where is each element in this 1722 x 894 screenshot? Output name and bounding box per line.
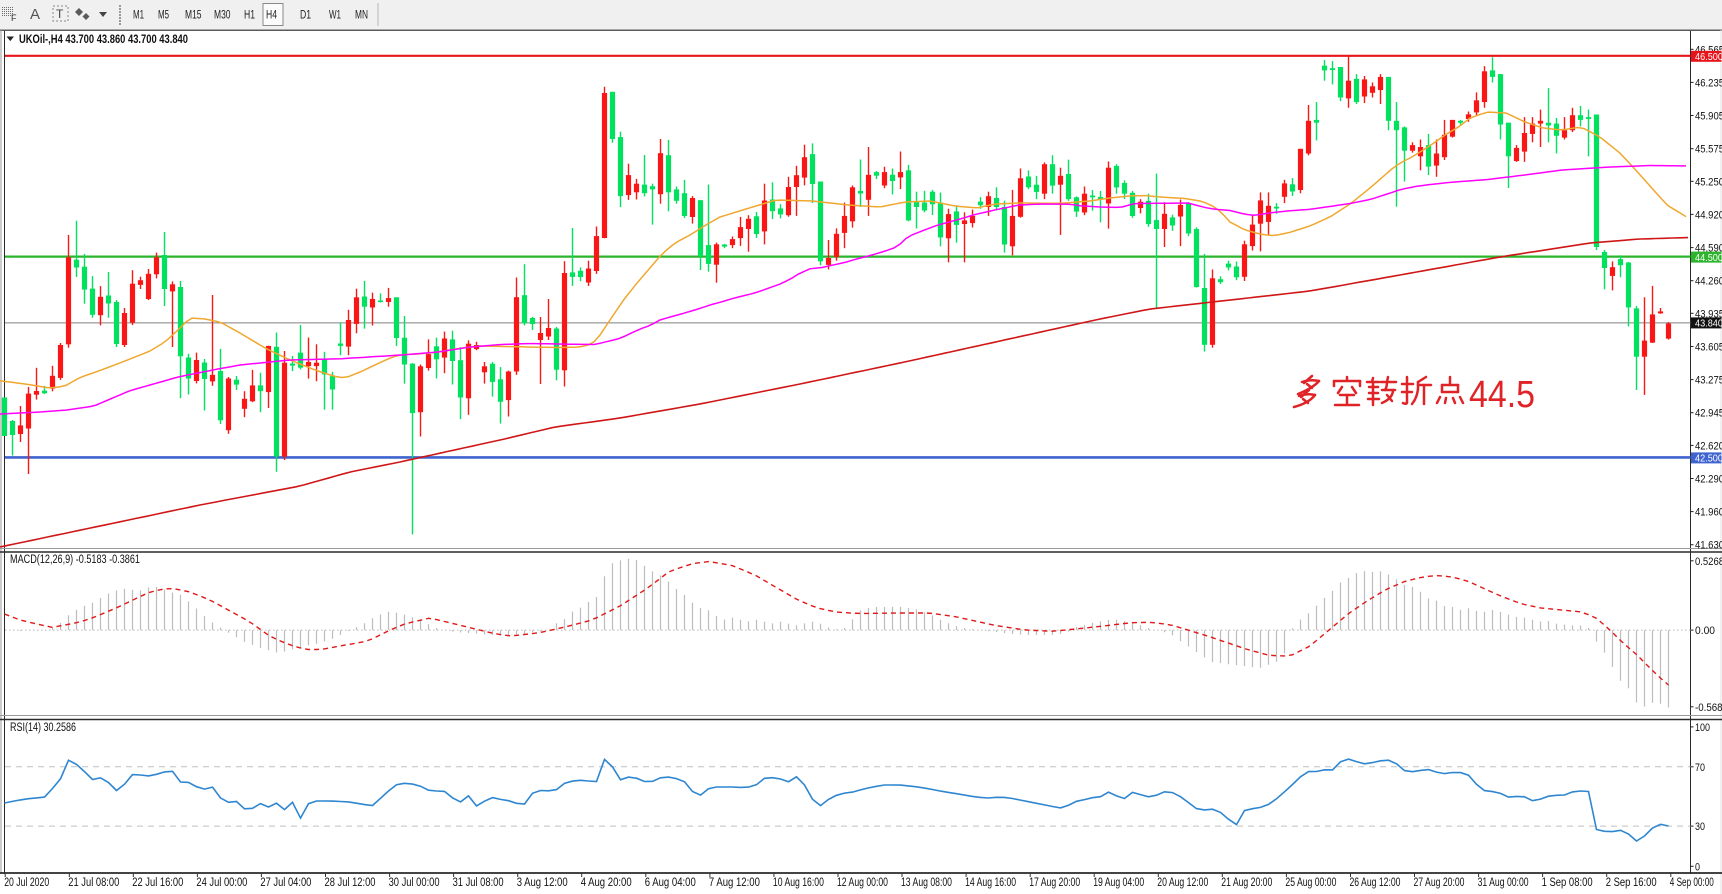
svg-text:20 Jul 2020: 20 Jul 2020: [4, 877, 49, 889]
svg-text:D1: D1: [300, 10, 311, 22]
svg-text:43.275: 43.275: [1695, 375, 1722, 387]
svg-text:42.500: 42.500: [1695, 453, 1722, 465]
svg-text:17 Aug 20:00: 17 Aug 20:00: [1029, 877, 1080, 889]
svg-text:26 Aug 12:00: 26 Aug 12:00: [1350, 877, 1401, 889]
svg-text:14 Aug 16:00: 14 Aug 16:00: [965, 877, 1016, 889]
svg-text:UKOil-,H4 43.700 43.860 43.70: UKOil-,H4 43.700 43.860 43.700 43.840: [19, 34, 188, 46]
svg-text:41.630: 41.630: [1695, 540, 1722, 552]
svg-text:F: F: [11, 13, 17, 23]
svg-text:12 Aug 00:00: 12 Aug 00:00: [837, 877, 888, 889]
svg-text:RSI(14) 30.2586: RSI(14) 30.2586: [10, 722, 76, 734]
svg-text:22 Jul 16:00: 22 Jul 16:00: [132, 877, 183, 889]
svg-text:44.500: 44.500: [1695, 252, 1722, 264]
svg-text:4 Aug 20:00: 4 Aug 20:00: [581, 877, 632, 889]
svg-text:31 Jul 08:00: 31 Jul 08:00: [453, 877, 504, 889]
svg-text:T: T: [56, 7, 64, 21]
svg-text:6 Aug 04:00: 6 Aug 04:00: [645, 877, 696, 889]
svg-text:45.575: 45.575: [1695, 144, 1722, 156]
svg-text:0: 0: [1695, 861, 1700, 873]
svg-text:M1: M1: [133, 10, 144, 22]
svg-text:46.500: 46.500: [1695, 51, 1722, 63]
svg-text:W1: W1: [329, 10, 341, 22]
svg-text:0.00: 0.00: [1695, 625, 1715, 637]
svg-text:100: 100: [1695, 722, 1710, 734]
svg-text:20 Aug 12:00: 20 Aug 12:00: [1157, 877, 1208, 889]
svg-text:44.920: 44.920: [1695, 209, 1722, 221]
svg-text:H1: H1: [244, 10, 255, 22]
svg-text:42.620: 42.620: [1695, 440, 1722, 452]
svg-text:46.235: 46.235: [1695, 77, 1722, 89]
svg-text:3 Aug 12:00: 3 Aug 12:00: [517, 877, 568, 889]
svg-text:44.5: 44.5: [1469, 374, 1535, 416]
svg-text:70: 70: [1695, 762, 1705, 774]
svg-text:7 Aug 12:00: 7 Aug 12:00: [709, 877, 760, 889]
svg-text:42.945: 42.945: [1695, 408, 1722, 420]
svg-text:19 Aug 04:00: 19 Aug 04:00: [1093, 877, 1144, 889]
svg-text:30 Jul 00:00: 30 Jul 00:00: [389, 877, 440, 889]
svg-text:MACD(12,26,9) -0.5183 -0.3861: MACD(12,26,9) -0.5183 -0.3861: [10, 554, 140, 566]
svg-text:30: 30: [1695, 821, 1705, 833]
svg-text:21 Jul 08:00: 21 Jul 08:00: [68, 877, 119, 889]
svg-text:25 Aug 00:00: 25 Aug 00:00: [1285, 877, 1336, 889]
svg-text:A: A: [30, 6, 40, 23]
svg-text:28 Jul 12:00: 28 Jul 12:00: [325, 877, 376, 889]
svg-text:43.840: 43.840: [1695, 318, 1722, 330]
svg-text:31 Aug 00:00: 31 Aug 00:00: [1478, 877, 1529, 889]
svg-text:45.250: 45.250: [1695, 176, 1722, 188]
svg-text:0.5268: 0.5268: [1695, 556, 1722, 568]
svg-text:24 Jul 00:00: 24 Jul 00:00: [196, 877, 247, 889]
svg-text:42.290: 42.290: [1695, 474, 1722, 486]
svg-text:13 Aug 08:00: 13 Aug 08:00: [901, 877, 952, 889]
svg-text:M15: M15: [185, 10, 202, 22]
svg-text:43.935: 43.935: [1695, 308, 1722, 320]
svg-text:27 Aug 20:00: 27 Aug 20:00: [1414, 877, 1465, 889]
svg-text:41.960: 41.960: [1695, 507, 1722, 519]
svg-text:27 Jul 04:00: 27 Jul 04:00: [260, 877, 311, 889]
svg-text:2 Sep 16:00: 2 Sep 16:00: [1606, 877, 1657, 889]
svg-text:MN: MN: [355, 10, 368, 22]
svg-text:1 Sep 08:00: 1 Sep 08:00: [1542, 877, 1593, 889]
svg-text:10 Aug 16:00: 10 Aug 16:00: [773, 877, 824, 889]
svg-text:43.605: 43.605: [1695, 342, 1722, 354]
svg-text:21 Aug 20:00: 21 Aug 20:00: [1221, 877, 1272, 889]
svg-text:44.260: 44.260: [1695, 276, 1722, 288]
svg-text:M5: M5: [158, 10, 169, 22]
svg-text:4 Sep 00:00: 4 Sep 00:00: [1670, 877, 1714, 889]
svg-text:H4: H4: [266, 10, 277, 22]
svg-text:M30: M30: [214, 10, 231, 22]
svg-text:45.905: 45.905: [1695, 111, 1722, 123]
